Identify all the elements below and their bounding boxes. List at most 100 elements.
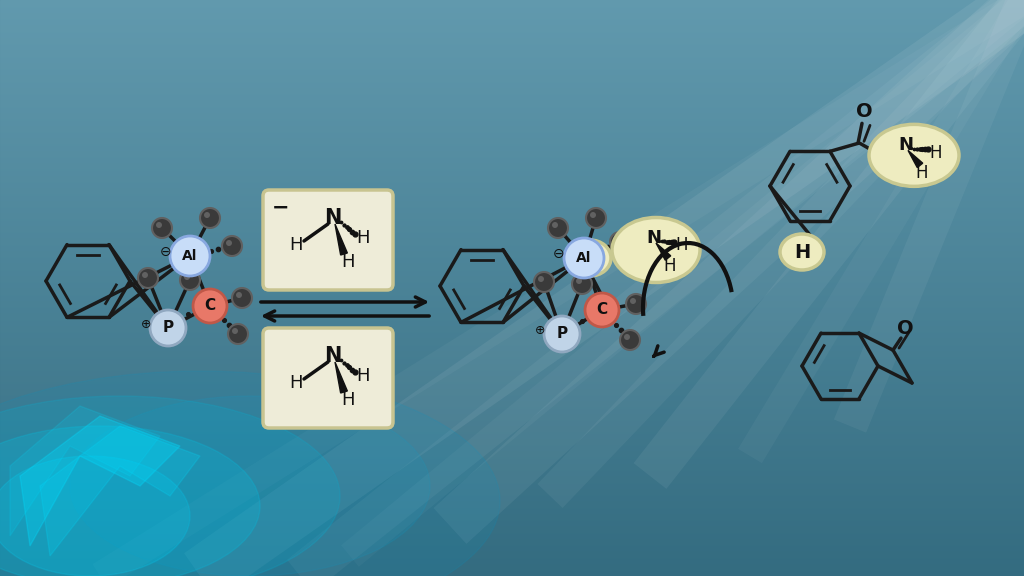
- Bar: [0, 194, 1024, 195]
- Bar: [0, 34, 1024, 35]
- Bar: [0, 556, 1024, 557]
- Text: H: H: [664, 257, 676, 275]
- Ellipse shape: [612, 218, 700, 282]
- Bar: [0, 267, 1024, 268]
- Bar: [0, 121, 1024, 122]
- Bar: [0, 314, 1024, 315]
- Bar: [0, 522, 1024, 523]
- Bar: [0, 361, 1024, 362]
- Bar: [0, 525, 1024, 526]
- Bar: [0, 168, 1024, 169]
- Bar: [0, 256, 1024, 257]
- Bar: [0, 570, 1024, 571]
- Bar: [0, 158, 1024, 159]
- Bar: [0, 331, 1024, 332]
- Bar: [0, 210, 1024, 211]
- Bar: [0, 527, 1024, 528]
- Bar: [0, 468, 1024, 469]
- Bar: [0, 478, 1024, 479]
- Bar: [0, 54, 1024, 55]
- Bar: [0, 102, 1024, 103]
- Bar: [0, 554, 1024, 555]
- Bar: [0, 213, 1024, 214]
- Bar: [0, 372, 1024, 373]
- Bar: [0, 358, 1024, 359]
- Bar: [0, 200, 1024, 201]
- Bar: [0, 528, 1024, 529]
- Bar: [0, 280, 1024, 281]
- Bar: [0, 357, 1024, 358]
- Bar: [0, 322, 1024, 323]
- Bar: [0, 343, 1024, 344]
- Bar: [0, 461, 1024, 462]
- Bar: [0, 257, 1024, 258]
- Bar: [0, 234, 1024, 235]
- Bar: [0, 310, 1024, 311]
- Bar: [0, 272, 1024, 273]
- Bar: [0, 65, 1024, 66]
- Bar: [0, 505, 1024, 506]
- Bar: [0, 83, 1024, 84]
- Bar: [0, 546, 1024, 547]
- Bar: [0, 508, 1024, 509]
- Bar: [0, 99, 1024, 100]
- Bar: [0, 412, 1024, 413]
- Bar: [0, 428, 1024, 429]
- Bar: [0, 449, 1024, 450]
- Bar: [0, 240, 1024, 241]
- Bar: [0, 341, 1024, 342]
- Bar: [0, 129, 1024, 130]
- Bar: [0, 477, 1024, 478]
- Bar: [0, 24, 1024, 25]
- Circle shape: [152, 218, 172, 238]
- Bar: [0, 230, 1024, 231]
- Bar: [0, 206, 1024, 207]
- Bar: [0, 294, 1024, 295]
- Bar: [0, 483, 1024, 484]
- Bar: [0, 337, 1024, 338]
- Bar: [0, 233, 1024, 234]
- Bar: [0, 419, 1024, 420]
- Bar: [0, 304, 1024, 305]
- Bar: [0, 303, 1024, 304]
- Bar: [0, 69, 1024, 70]
- Bar: [0, 553, 1024, 554]
- Text: ⊕: ⊕: [535, 324, 545, 336]
- Bar: [0, 352, 1024, 353]
- Bar: [0, 391, 1024, 392]
- Bar: [0, 239, 1024, 240]
- Bar: [0, 434, 1024, 435]
- Bar: [0, 35, 1024, 36]
- Bar: [0, 125, 1024, 126]
- Bar: [0, 523, 1024, 524]
- Text: P: P: [556, 327, 567, 342]
- Bar: [0, 402, 1024, 403]
- Bar: [0, 62, 1024, 63]
- Bar: [0, 143, 1024, 144]
- Bar: [0, 301, 1024, 302]
- Bar: [0, 50, 1024, 51]
- Circle shape: [198, 290, 218, 310]
- Bar: [0, 484, 1024, 485]
- Bar: [0, 495, 1024, 496]
- Text: H: H: [930, 145, 942, 162]
- Polygon shape: [335, 224, 347, 255]
- Bar: [0, 392, 1024, 393]
- Bar: [0, 170, 1024, 171]
- Bar: [0, 116, 1024, 117]
- Bar: [0, 472, 1024, 473]
- Bar: [0, 166, 1024, 167]
- Bar: [0, 524, 1024, 525]
- Bar: [0, 171, 1024, 172]
- Bar: [0, 275, 1024, 276]
- Bar: [0, 459, 1024, 460]
- Bar: [0, 539, 1024, 540]
- Bar: [0, 28, 1024, 29]
- Bar: [0, 97, 1024, 98]
- Bar: [0, 229, 1024, 230]
- Bar: [0, 154, 1024, 155]
- Bar: [0, 237, 1024, 238]
- Bar: [0, 104, 1024, 105]
- Bar: [0, 407, 1024, 408]
- Bar: [0, 421, 1024, 422]
